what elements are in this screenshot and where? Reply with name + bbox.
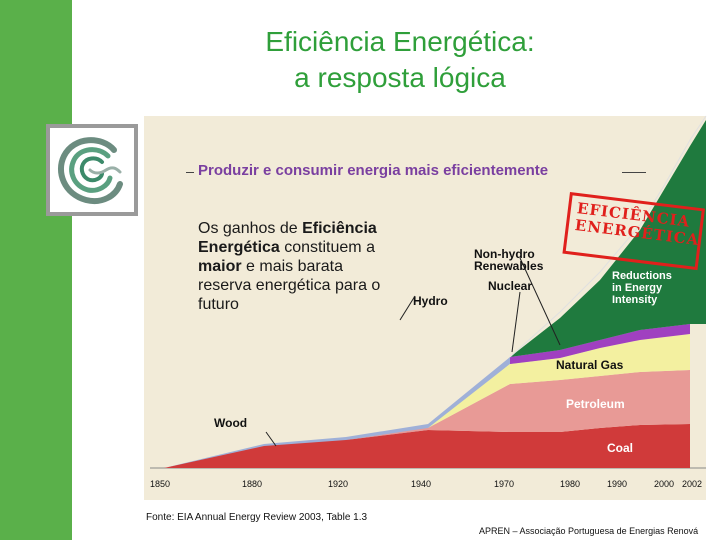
area-natural-gas [428,334,690,428]
callout-text: Os ganhos de Eficiência Energética const… [198,219,398,314]
area-coal [164,424,690,468]
label-efficiency-line1: Reductions [612,270,672,282]
wood-leader [265,431,277,447]
tick-2000: 2000 [654,479,674,489]
tick-1920: 1920 [328,479,348,489]
label-efficiency-line2: in Energy [612,282,663,294]
label-non-hydro-line2: Renewables [474,259,544,273]
source-note: Fonte: EIA Annual Energy Review 2003, Ta… [146,512,368,523]
green-sidebar [0,0,72,540]
efficiency-edge [509,115,707,358]
label-non-hydro-line1: Non-hydro [474,247,535,261]
tick-1880: 1880 [242,479,262,489]
nuclear-leader [511,291,521,353]
label-hydro: Hydro [413,294,448,308]
label-non-hydro: Non-hydro Renewables [474,247,544,273]
hydro-leader [399,295,416,321]
label-efficiency-line3: Intensity [612,294,658,306]
tick-1970: 1970 [494,479,514,489]
area-petroleum [264,370,690,446]
nonhydro-leader [519,257,561,346]
swirl-logo-icon [58,137,123,204]
label-wood: Wood [214,416,247,430]
callout-part5: e mais barata reserva energética para o … [198,258,381,313]
callout-part1: Os ganhos de [198,220,303,237]
subtitle-rule-left [186,172,194,173]
area-nuclear [510,324,690,364]
tick-1990: 1990 [607,479,627,489]
subtitle-rule-right [622,172,646,173]
area-efficiency [510,120,706,357]
tick-1980: 1980 [560,479,580,489]
tick-1850: 1850 [150,479,170,489]
title-line-2: a resposta lógica [294,62,506,93]
label-petroleum: Petroleum [566,397,625,411]
tick-1940: 1940 [411,479,431,489]
label-natural-gas: Natural Gas [556,358,624,372]
callout-part2: Eficiência Energética [198,220,377,256]
label-coal: Coal [607,441,633,455]
logo [46,124,138,216]
chart-subtitle: Produzir e consumir energia mais eficien… [198,162,549,179]
tick-2002: 2002 [682,479,702,489]
page-title: Eficiência Energética: a resposta lógica [160,24,640,96]
title-line-1: Eficiência Energética: [265,26,535,57]
label-nuclear: Nuclear [488,279,532,293]
callout-part3: constituem a [279,239,375,256]
callout-part4: maior [198,258,242,275]
label-efficiency: Reductions in Energy Intensity [612,270,675,306]
footer-credit: APREN – Associação Portuguesa de Energia… [479,526,699,536]
